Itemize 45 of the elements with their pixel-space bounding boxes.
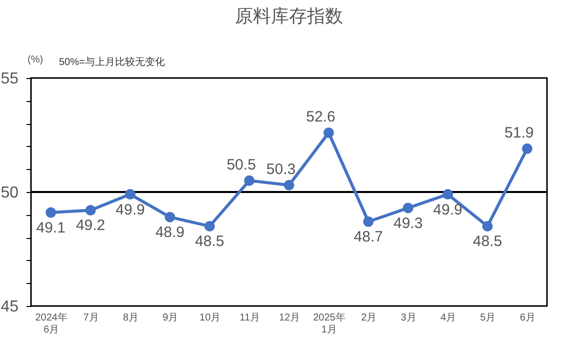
- point: [85, 205, 96, 216]
- x-tick-label: 2025年 1月: [313, 312, 346, 336]
- point: [164, 212, 176, 222]
- point: [482, 220, 493, 232]
- text: 50%=与上月比较无变化: [59, 56, 165, 68]
- data-label: 48.5: [195, 233, 224, 250]
- y-tick-label: 45: [0, 298, 19, 316]
- point: [124, 189, 136, 200]
- point: [442, 189, 454, 200]
- point: [204, 220, 215, 232]
- chart-title: 原料库存指数: [235, 6, 343, 26]
- y-axis-title: (%): [28, 54, 44, 66]
- data-label: 51.9: [504, 124, 534, 142]
- data-label: 50.5: [226, 156, 256, 174]
- point: [244, 175, 255, 186]
- y-tick-label: 50: [0, 184, 19, 202]
- x-tick-label: 12月: [278, 312, 300, 324]
- data-label: 50.3: [266, 161, 296, 178]
- data-label: 49.9: [433, 201, 462, 218]
- x-tick-label: 2月: [361, 312, 377, 324]
- point: [522, 143, 532, 154]
- x-tick-label: 10月: [200, 312, 221, 324]
- point: [323, 127, 334, 138]
- data-label: 52.6: [306, 108, 336, 126]
- x-tick-label: 9月: [162, 312, 178, 324]
- point: [46, 207, 56, 218]
- data-label: 48.7: [354, 228, 383, 246]
- data-label: 49.3: [393, 214, 423, 232]
- data-label: 48.5: [472, 233, 502, 250]
- x-tick-label: 3月: [400, 312, 416, 324]
- x-tick-label: 4月: [440, 312, 456, 324]
- x-tick-label: 11月: [240, 312, 260, 324]
- x-tick-label: 7月: [83, 312, 99, 324]
- x-tick-label: 8月: [122, 312, 139, 324]
- x-tick-label: 5月: [480, 312, 496, 324]
- data-label: 49.1: [36, 220, 66, 237]
- data-label: 48.9: [155, 224, 185, 242]
- x-tick-label: 6月: [520, 312, 536, 324]
- point: [363, 216, 374, 227]
- data-label: 49.9: [116, 201, 145, 218]
- data-label: 49.2: [76, 217, 106, 234]
- point: [402, 202, 414, 214]
- y-tick-label: 55: [0, 70, 19, 88]
- x-tick-label: 2024年 6月: [35, 312, 68, 336]
- point: [284, 180, 294, 190]
